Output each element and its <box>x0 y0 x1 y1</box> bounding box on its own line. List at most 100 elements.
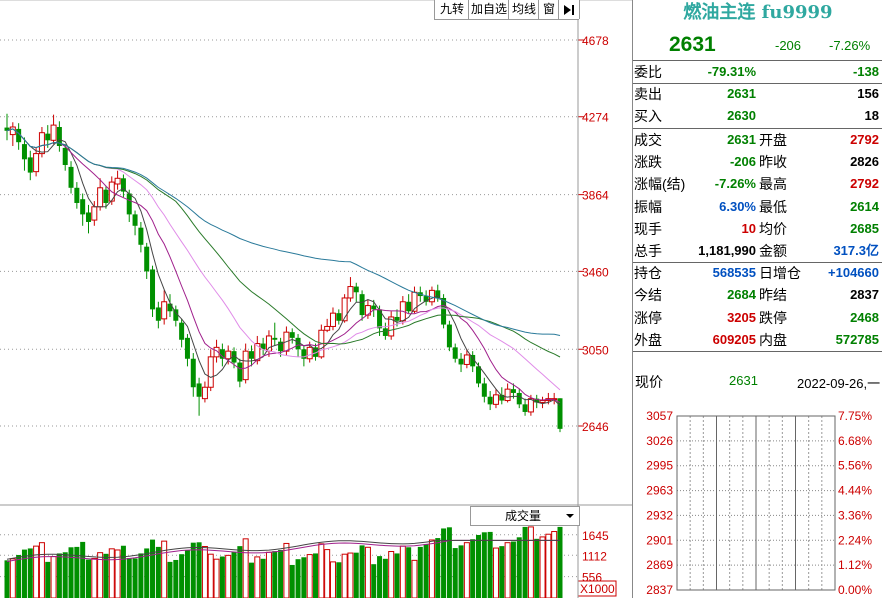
candle-body <box>120 178 126 192</box>
volume-bar <box>50 556 57 598</box>
volume-bar <box>353 552 359 598</box>
volume-bar <box>21 549 27 598</box>
candle-body <box>487 396 493 405</box>
stat-label: 今结 <box>634 287 662 304</box>
volume-bar <box>435 538 441 598</box>
volume-bar <box>318 543 325 598</box>
candle-body <box>423 296 429 302</box>
volume-bar <box>452 548 458 598</box>
volume-indicator-select[interactable]: 成交量 <box>470 506 580 526</box>
volume-bar <box>74 546 80 598</box>
last-price: 2631 <box>669 33 716 56</box>
volume-bar <box>476 534 482 598</box>
candle-body <box>516 392 522 405</box>
stat-row: 成交 2631 开盘 2792 <box>633 129 882 151</box>
stat-label: 内盘 <box>759 331 787 348</box>
price-tick-label: 4678 <box>582 34 609 48</box>
volume-bar <box>295 559 301 598</box>
volume-bar <box>522 526 528 598</box>
candle-body <box>225 350 232 360</box>
candle-body <box>126 193 132 215</box>
volume-bar <box>492 547 499 598</box>
candle-body <box>492 394 499 405</box>
candle-body <box>161 301 168 320</box>
stat-value: 568535 <box>712 265 756 281</box>
stat-label: 均价 <box>759 220 787 237</box>
volume-bar <box>173 559 179 598</box>
volume-bars <box>0 526 578 598</box>
mini-pct-tick: 6.68% <box>838 434 872 448</box>
candle-body <box>278 341 284 352</box>
volume-bar <box>248 562 254 598</box>
stat-row: 持仓 568535 日增仓 +104660 <box>633 262 882 284</box>
candle-body <box>470 354 476 367</box>
price-change: -206 <box>775 38 802 53</box>
volume-bar <box>33 545 40 598</box>
candle-body <box>458 358 464 365</box>
candle-body <box>441 297 447 325</box>
arrow-right-icon[interactable] <box>558 0 580 19</box>
candle-body <box>138 227 144 245</box>
candle-body <box>377 309 383 329</box>
window-button[interactable]: 窗 <box>538 0 559 19</box>
stat-label: 最高 <box>759 176 787 193</box>
candle-body <box>97 187 104 208</box>
candle-body <box>190 358 196 388</box>
stat-value: -206 <box>729 154 756 170</box>
volume-bar <box>388 551 395 598</box>
candle-body <box>336 313 342 321</box>
candle-body <box>510 389 516 393</box>
volume-bar <box>184 549 190 598</box>
candle-body <box>91 206 98 221</box>
stat-label: 昨收 <box>759 154 787 171</box>
candle-body <box>56 127 62 146</box>
weibi-pct: -79.31% <box>707 64 756 79</box>
mini-price-tick: 3057 <box>646 409 673 423</box>
candle-body <box>103 189 109 203</box>
add-watchlist-button[interactable]: 加自选 <box>468 0 509 19</box>
candle-body <box>476 366 482 384</box>
price-change-pct: -7.26% <box>829 38 871 53</box>
stat-value: 2631 <box>727 132 756 147</box>
volume-bar <box>470 539 476 598</box>
volume-bar <box>411 559 418 598</box>
ma-lines-button[interactable]: 均线 <box>508 0 539 19</box>
candle-body <box>254 343 261 362</box>
volume-bar <box>272 551 278 598</box>
volume-bar <box>417 546 423 598</box>
bid-row[interactable]: 买入 2630 18 <box>633 105 882 127</box>
ask-price: 2631 <box>727 86 756 101</box>
candle-body <box>114 177 121 185</box>
stat-label: 涨跌 <box>634 154 662 171</box>
volume-bar <box>161 540 168 598</box>
volume-bar <box>336 562 342 598</box>
volume-bar <box>132 558 138 598</box>
mini-price-tick: 3026 <box>646 434 673 448</box>
volume-bar <box>504 542 511 598</box>
volume-bar <box>62 552 68 598</box>
stat-label: 涨幅(结) <box>634 176 686 193</box>
ask-row[interactable]: 卖出 2631 156 <box>633 83 882 105</box>
candle-body <box>173 309 179 321</box>
stat-value: 609205 <box>712 331 756 347</box>
candle-body <box>522 404 528 412</box>
candle-body <box>463 354 470 365</box>
volume-bar <box>557 526 563 598</box>
jiuzhuan-button[interactable]: 九转 <box>434 0 469 19</box>
volume-ma-line <box>6 539 560 560</box>
stat-row: 振幅 6.30% 最低 2614 <box>633 196 882 218</box>
intraday-mini-chart[interactable]: 3057 7.75% 3026 6.68% 2995 5.56% 2963 4.44% 2932… <box>633 408 882 598</box>
volume-bar <box>4 560 10 598</box>
volume-bar <box>120 545 126 598</box>
candle-body <box>213 346 220 358</box>
volume-bar <box>207 553 214 598</box>
price-tick-label: 2646 <box>582 420 609 434</box>
volume-bar <box>487 531 493 598</box>
stat-value: 10 <box>741 220 756 236</box>
stat-value: 2826 <box>850 154 879 170</box>
volume-bar <box>458 545 464 598</box>
triangle-down-icon[interactable] <box>565 507 575 530</box>
stat-label: 最低 <box>759 198 787 215</box>
volume-bar <box>38 542 45 598</box>
